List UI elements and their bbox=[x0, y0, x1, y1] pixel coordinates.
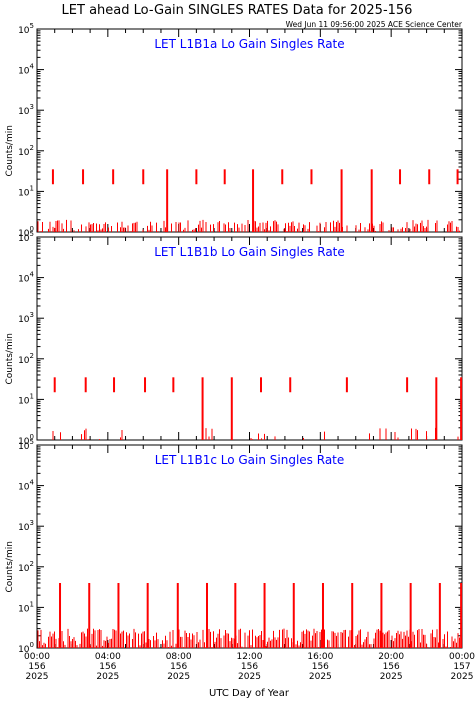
data-series bbox=[52, 377, 463, 440]
y-tick-label: 104 bbox=[18, 63, 34, 77]
x-tick-label: 156 bbox=[383, 662, 400, 672]
chart-title: LET ahead Lo-Gain SINGLES RATES Data for… bbox=[62, 3, 413, 18]
x-tick-label: 2025 bbox=[451, 672, 474, 682]
x-tick-label: 2025 bbox=[380, 672, 403, 682]
x-tick-label: 04:00 bbox=[95, 652, 121, 662]
y-axis-label: Counts/min bbox=[5, 541, 15, 592]
x-tick-label: 2025 bbox=[96, 672, 119, 682]
panel-title: LET L1B1c Lo Gain Singles Rate bbox=[155, 453, 345, 467]
x-axis-label: UTC Day of Year bbox=[209, 688, 290, 699]
plot-frame bbox=[36, 444, 463, 649]
plot-frame bbox=[36, 236, 463, 441]
data-series bbox=[37, 169, 460, 232]
x-tick-label: 2025 bbox=[238, 672, 261, 682]
x-tick-label: 156 bbox=[241, 662, 258, 672]
x-tick-label: 2025 bbox=[309, 672, 332, 682]
panel-title: LET L1B1a Lo Gain Singles Rate bbox=[154, 37, 344, 51]
x-tick-label: 156 bbox=[28, 662, 45, 672]
y-tick-label: 102 bbox=[18, 560, 34, 574]
x-tick-label: 20:00 bbox=[378, 652, 404, 662]
y-tick-label: 103 bbox=[18, 519, 34, 533]
y-tick-label: 104 bbox=[18, 271, 34, 285]
y-tick-label: 104 bbox=[18, 479, 34, 493]
y-axis-label: Counts/min bbox=[5, 125, 15, 176]
x-tick-label: 156 bbox=[312, 662, 329, 672]
y-tick-label: 101 bbox=[18, 392, 34, 406]
x-tick-label: 156 bbox=[99, 662, 116, 672]
x-tick-label: 08:00 bbox=[166, 652, 192, 662]
y-tick-label: 105 bbox=[18, 22, 34, 36]
chart-panel: LET L1B1c Lo Gain Singles Rate Counts/min… bbox=[5, 438, 475, 682]
y-tick-label: 103 bbox=[18, 311, 34, 325]
chart-panel: LET L1B1a Lo Gain Singles Rate Counts/min… bbox=[5, 22, 463, 239]
x-tick-label: 2025 bbox=[26, 672, 49, 682]
y-tick-label: 102 bbox=[18, 144, 34, 158]
panel-title: LET L1B1b Lo Gain Singles Rate bbox=[154, 245, 345, 259]
x-tick-label: 00:00 bbox=[24, 652, 50, 662]
timestamp: Wed Jun 11 09:56:00 2025 ACE Science Cen… bbox=[286, 20, 463, 29]
x-tick-label: 157 bbox=[453, 662, 470, 672]
y-tick-label: 102 bbox=[18, 352, 34, 366]
x-tick-label: 16:00 bbox=[307, 652, 333, 662]
x-tick-label: 12:00 bbox=[237, 652, 263, 662]
y-tick-label: 101 bbox=[18, 184, 34, 198]
panels: LET L1B1a Lo Gain Singles Rate Counts/min… bbox=[5, 22, 475, 682]
y-axis-label: Counts/min bbox=[5, 333, 15, 384]
plot-frame bbox=[36, 28, 463, 233]
y-tick-label: 103 bbox=[18, 103, 34, 117]
chart-panel: LET L1B1b Lo Gain Singles Rate Counts/min… bbox=[5, 230, 463, 447]
x-tick-label: 00:00 bbox=[449, 652, 475, 662]
y-tick-label: 101 bbox=[18, 600, 34, 614]
data-series bbox=[37, 582, 463, 648]
x-tick-label: 2025 bbox=[167, 672, 190, 682]
x-tick-label: 156 bbox=[170, 662, 187, 672]
